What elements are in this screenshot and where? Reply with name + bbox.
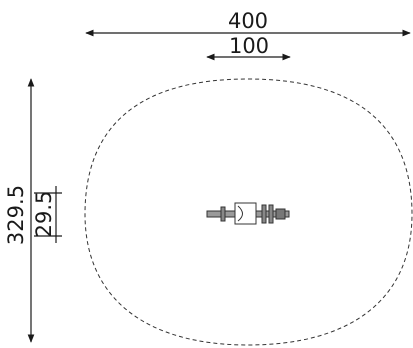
equipment-footrest	[275, 208, 286, 220]
equipment-width-label: 100	[229, 34, 269, 58]
overall-depth-label: 329.5	[4, 185, 28, 245]
equipment-handle-right-a	[261, 204, 267, 224]
equipment-handle-left	[220, 206, 226, 222]
safety-zone-outline	[84, 78, 413, 346]
overall-width-dimension: 400	[85, 9, 411, 37]
overall-depth-dimension: 329.5	[4, 78, 35, 343]
equipment-handle-right-b	[268, 204, 274, 224]
equipment-seat-back	[237, 205, 243, 222]
equipment-depth-dimension: 29.5	[32, 186, 62, 243]
equipment-width-dimension: 100	[206, 34, 291, 61]
equipment-depth-label: 29.5	[32, 191, 56, 238]
overall-width-label: 400	[228, 9, 268, 33]
equipment-top-view	[206, 202, 290, 225]
